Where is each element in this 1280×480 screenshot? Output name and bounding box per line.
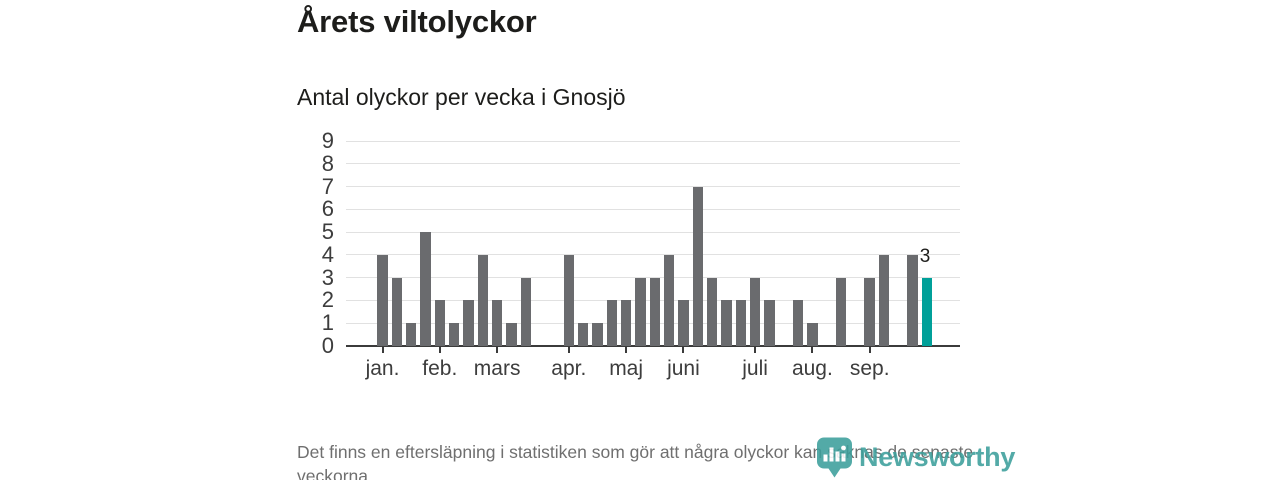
x-axis-label-juli: juli bbox=[742, 357, 768, 380]
bar-week-23 bbox=[692, 186, 703, 346]
bar-week-22 bbox=[678, 300, 689, 346]
x-axis-label-maj: maj bbox=[609, 357, 644, 380]
y-axis-label-8: 8 bbox=[321, 150, 334, 176]
gridline-y9 bbox=[346, 140, 960, 142]
y-axis-label-6: 6 bbox=[321, 196, 334, 222]
y-axis-label-7: 7 bbox=[321, 173, 334, 199]
x-axis-tick-sep bbox=[868, 347, 871, 353]
x-axis-label-jan: jan. bbox=[365, 357, 400, 380]
y-axis-label-9: 9 bbox=[321, 128, 334, 153]
bar-week-5 bbox=[434, 300, 446, 346]
x-axis-tick-feb bbox=[438, 347, 441, 353]
x-axis-tick-aug bbox=[811, 347, 814, 353]
x-axis-label-aug: aug. bbox=[791, 357, 833, 380]
bar-week-15 bbox=[577, 323, 589, 346]
footnote: Det finns en eftersläpning i statistiken… bbox=[297, 442, 974, 480]
x-axis-tick-juli bbox=[754, 347, 757, 353]
bar-week-25 bbox=[721, 300, 732, 346]
gridline-y4 bbox=[346, 254, 960, 256]
last-bar-value-label: 3 bbox=[919, 245, 931, 267]
bar-week-21 bbox=[663, 254, 675, 346]
bar-week-16 bbox=[592, 323, 603, 346]
bar-week-19 bbox=[635, 277, 646, 346]
bar-week-27 bbox=[749, 277, 761, 346]
newsworthy-logo-text: Newsworthy bbox=[859, 442, 1016, 472]
bar-week-26 bbox=[735, 300, 746, 346]
bar-week-11 bbox=[520, 277, 532, 346]
bar-week-17 bbox=[606, 300, 618, 346]
y-axis-label-4: 4 bbox=[321, 241, 334, 267]
gridline-y6 bbox=[346, 208, 960, 210]
bar-week-14 bbox=[563, 254, 575, 346]
x-axis-tick-apr bbox=[567, 347, 570, 353]
bar-week-1 bbox=[377, 254, 388, 346]
y-axis-label-3: 3 bbox=[321, 264, 334, 290]
gridline-y8 bbox=[346, 163, 960, 165]
bar-week-10 bbox=[506, 323, 517, 346]
x-axis-tick-maj bbox=[625, 347, 628, 353]
x-axis-label-juni: juni bbox=[667, 357, 700, 380]
chart-subtitle: Antal olyckor per vecka i Gnosjö bbox=[297, 84, 626, 110]
x-axis-label-sep: sep. bbox=[849, 357, 890, 380]
x-axis-tick-jan bbox=[381, 347, 384, 353]
gridline-y7 bbox=[346, 186, 960, 188]
bar-week-8 bbox=[477, 254, 489, 346]
y-axis-label-2: 2 bbox=[321, 287, 334, 313]
bar-week-39 bbox=[921, 277, 933, 346]
bar-week-24 bbox=[706, 277, 718, 346]
bar-week-30 bbox=[792, 300, 804, 346]
y-axis-label-5: 5 bbox=[321, 219, 334, 245]
y-axis-label-0: 0 bbox=[321, 333, 334, 358]
bar-week-20 bbox=[649, 277, 661, 346]
x-axis-label-feb: feb. bbox=[422, 357, 458, 380]
newsworthy-logo-icon bbox=[817, 437, 852, 478]
x-axis-tick-mars bbox=[496, 347, 499, 353]
bar-week-6 bbox=[448, 323, 460, 346]
bar-week-36 bbox=[878, 254, 890, 346]
gridline-y3 bbox=[346, 277, 960, 279]
bar-week-35 bbox=[864, 277, 875, 346]
bar-week-38 bbox=[907, 254, 918, 346]
newsworthy-logo: Newsworthy bbox=[816, 437, 1015, 478]
bar-week-33 bbox=[835, 277, 847, 346]
x-axis-label-apr: apr. bbox=[551, 357, 587, 380]
gridline-y5 bbox=[346, 231, 960, 233]
bar-week-9 bbox=[491, 300, 503, 346]
bar-week-4 bbox=[420, 232, 431, 346]
bar-week-31 bbox=[807, 323, 818, 346]
x-axis-label-mars: mars bbox=[473, 357, 521, 380]
bar-week-18 bbox=[620, 300, 632, 346]
y-axis-label-1: 1 bbox=[321, 310, 334, 336]
bar-week-3 bbox=[405, 323, 417, 346]
bar-week-28 bbox=[764, 300, 775, 346]
bar-chart-plot-area: 0 1 2 3 4 5 6 7 8 9 jan. feb. mars apr. maj juni juli aug… bbox=[322, 128, 960, 380]
chart-title: Årets viltolyckor bbox=[297, 4, 537, 39]
bar-week-7 bbox=[463, 300, 474, 346]
bar-week-2 bbox=[391, 277, 403, 346]
x-axis-tick-juni bbox=[682, 347, 685, 353]
